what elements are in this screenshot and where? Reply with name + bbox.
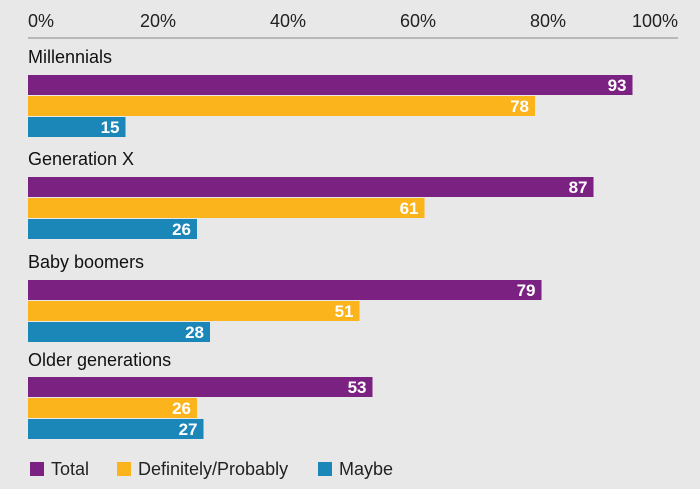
bar: [28, 419, 204, 439]
data-label: 61: [400, 199, 419, 218]
bar: [28, 398, 197, 418]
x-tick-label: 0%: [28, 11, 54, 31]
legend-label: Definitely/Probably: [138, 459, 288, 479]
bar: [28, 177, 594, 197]
data-label: 27: [179, 420, 198, 439]
data-label: 93: [608, 76, 627, 95]
category-label: Millennials: [28, 47, 112, 67]
data-label: 79: [517, 281, 536, 300]
x-tick-label: 60%: [400, 11, 436, 31]
data-label: 87: [569, 178, 588, 197]
legend-swatch: [117, 462, 131, 476]
bar: [28, 75, 633, 95]
data-label: 53: [348, 378, 367, 397]
bar: [28, 219, 197, 239]
category-label: Older generations: [28, 350, 171, 370]
legend-label: Total: [51, 459, 89, 479]
data-label: 26: [172, 399, 191, 418]
bar: [28, 96, 535, 116]
data-label: 51: [335, 302, 354, 321]
x-tick-label: 20%: [140, 11, 176, 31]
bar: [28, 301, 360, 321]
legend-swatch: [318, 462, 332, 476]
category-label: Generation X: [28, 149, 134, 169]
x-tick-label: 40%: [270, 11, 306, 31]
x-tick-label: 100%: [632, 11, 678, 31]
data-label: 15: [101, 118, 120, 137]
bar: [28, 322, 210, 342]
bar: [28, 377, 373, 397]
bar: [28, 198, 425, 218]
bar: [28, 280, 542, 300]
legend-label: Maybe: [339, 459, 393, 479]
data-label: 78: [510, 97, 529, 116]
bar: [28, 117, 126, 137]
data-label: 28: [185, 323, 204, 342]
legend-swatch: [30, 462, 44, 476]
data-label: 26: [172, 220, 191, 239]
category-label: Baby boomers: [28, 252, 144, 272]
x-tick-label: 80%: [530, 11, 566, 31]
